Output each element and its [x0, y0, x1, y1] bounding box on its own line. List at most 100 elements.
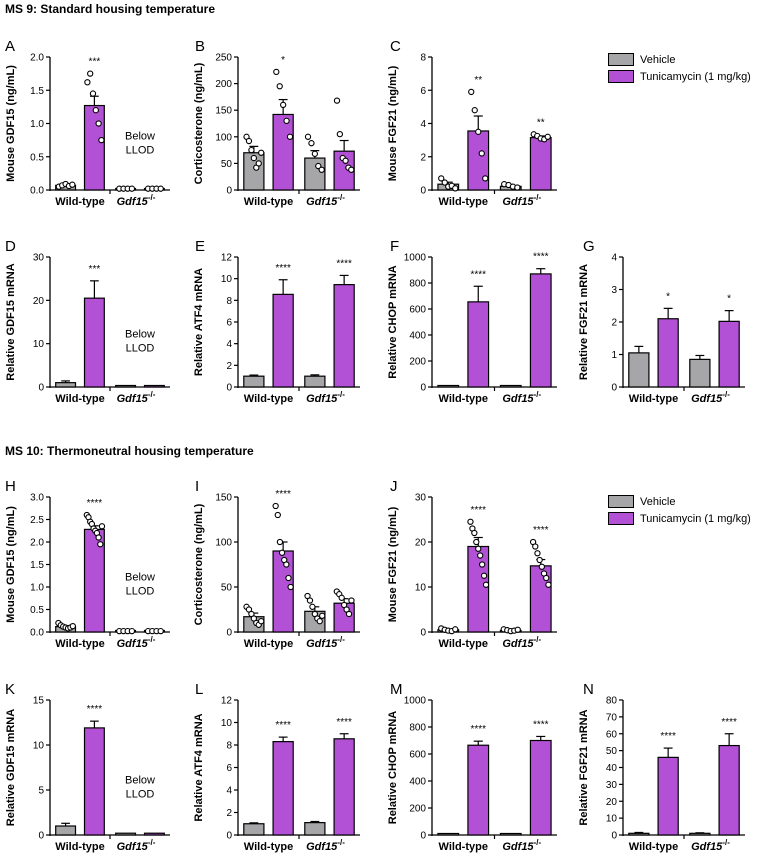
gdf15-gene-name: Gdf15 [691, 841, 723, 853]
data-point [441, 179, 448, 186]
data-point [319, 612, 326, 619]
gdf15-gene-name: Gdf15 [502, 638, 534, 650]
bar-wt-tunicamycin [467, 301, 490, 388]
bar-ko-vehicle [304, 157, 326, 191]
group-label-wild-type: Wild-type [629, 841, 678, 853]
legend-item-vehicle: Vehicle [608, 493, 751, 510]
y-tick-label: 60 [606, 729, 618, 740]
knockout-superscript: -/- [534, 193, 542, 202]
gdf15-gene-name: Gdf15 [502, 196, 534, 208]
data-point [97, 541, 104, 548]
y-axis-label: Relative ATF4 mRNA [193, 713, 205, 821]
bar-ko-vehicle [304, 822, 326, 836]
bar-wt-vehicle [55, 382, 77, 388]
y-tick-label: 250 [215, 53, 232, 64]
group-label-wild-type: Wild-type [439, 841, 488, 853]
data-point [468, 88, 475, 96]
bar-wt-tunicamycin [467, 545, 490, 633]
bar-ko-tunicamycin [143, 384, 165, 388]
y-tick-label: 70 [606, 712, 618, 723]
y-axis-label: Relative ATF4 mRNA [193, 268, 205, 376]
y-tick-label: 6 [420, 86, 426, 97]
knockout-superscript: -/- [534, 838, 542, 847]
y-tick-label: 20 [33, 296, 45, 307]
data-point [279, 101, 287, 109]
data-point [482, 175, 489, 182]
data-point [478, 150, 485, 157]
legend-ms9: Vehicle Tunicamycin (1 mg/kg) [608, 51, 751, 85]
group-label-wild-type: Wild-type [244, 638, 293, 650]
significance-label: **** [470, 505, 486, 516]
group-label-wild-type: Wild-type [439, 638, 488, 650]
gdf15-gene-name: Gdf15 [306, 841, 338, 853]
y-axis-label: Relative FGF21 mRNA [578, 709, 590, 825]
significance-label: * [727, 294, 731, 305]
bar-ko-vehicle [689, 358, 711, 388]
legend-swatch-tunicamycin [608, 70, 634, 83]
panel-letter: D [5, 238, 16, 255]
y-axis-label: Mouse FGF21 (ng/mL) [387, 65, 399, 181]
gdf15-gene-name: Gdf15 [117, 196, 149, 208]
panel-letter: A [5, 38, 15, 55]
bar-wt-tunicamycin [272, 550, 294, 633]
y-tick-label: 150 [215, 106, 232, 117]
bar-wt-vehicle [628, 832, 650, 836]
below-llod-label: LLOD [126, 789, 155, 801]
chart-panel-d: D 0 10 20 30 Relative GDF15 mRNA *** Below LLOD W… [5, 238, 170, 405]
section-title-ms10: MS 10: Thermoneutral housing temperature [5, 444, 254, 458]
data-point [69, 181, 76, 188]
below-llod-label: Below [125, 329, 155, 341]
gdf15-gene-name: Gdf15 [306, 196, 338, 208]
group-label-wild-type: Wild-type [439, 196, 488, 208]
data-point [276, 83, 283, 90]
panel-letter: E [195, 238, 205, 255]
data-point [273, 68, 280, 76]
significance-label: **** [533, 525, 549, 536]
y-tick-label: 0 [226, 383, 232, 394]
y-tick-label: 4 [611, 253, 617, 264]
y-tick-label: 10 [221, 718, 233, 729]
bar-wt-tunicamycin [83, 104, 105, 191]
knockout-superscript: -/- [722, 838, 730, 847]
data-point [532, 543, 539, 550]
legend-item-tunicamycin: Tunicamycin (1 mg/kg) [608, 68, 751, 85]
data-point [514, 626, 521, 633]
group-label-gdf15-ko: Gdf15-/- [306, 390, 345, 405]
group-label-gdf15-ko: Gdf15-/- [117, 390, 156, 405]
data-point [473, 538, 480, 546]
y-tick-label: 50 [606, 746, 618, 757]
bar-wt-vehicle [437, 384, 460, 388]
data-point [315, 162, 322, 170]
legend-swatch-tunicamycin [608, 512, 634, 525]
y-tick-label: 600 [409, 305, 426, 316]
data-point [471, 107, 478, 114]
data-point [250, 154, 258, 162]
y-tick-label: 800 [409, 723, 426, 734]
group-label-gdf15-ko: Gdf15-/- [117, 838, 156, 853]
y-tick-label: 0.0 [30, 628, 44, 639]
y-tick-label: 1.0 [30, 583, 44, 594]
data-point [69, 623, 76, 630]
data-point [536, 556, 543, 564]
below-llod-label: Below [125, 130, 155, 142]
data-point [278, 549, 286, 556]
data-point [258, 618, 265, 625]
chart-panel-g: G 0 1 2 3 4 Relative FGF21 mRNA * * Wild-type Gdf1… [578, 238, 745, 405]
y-tick-label: 1 [611, 350, 617, 361]
data-point [287, 583, 294, 591]
y-tick-label: 400 [409, 331, 426, 342]
data-point [309, 603, 316, 610]
data-point [333, 97, 341, 104]
data-point [338, 594, 345, 601]
y-tick-label: 2.0 [30, 53, 44, 64]
y-tick-label: 150 [215, 493, 232, 504]
y-tick-label: 0 [38, 831, 44, 842]
y-tick-label: 2 [420, 152, 426, 163]
data-point [342, 157, 349, 164]
y-tick-label: 15 [33, 696, 45, 707]
data-point [452, 626, 459, 633]
y-tick-label: 600 [409, 750, 426, 761]
y-tick-label: 3 [611, 285, 617, 296]
chart-panel-a: A 0.0 0.5 1.0 1.5 2.0 Mouse GDF15 (ng/mL) *** Be… [5, 38, 170, 208]
gdf15-gene-name: Gdf15 [306, 393, 338, 405]
